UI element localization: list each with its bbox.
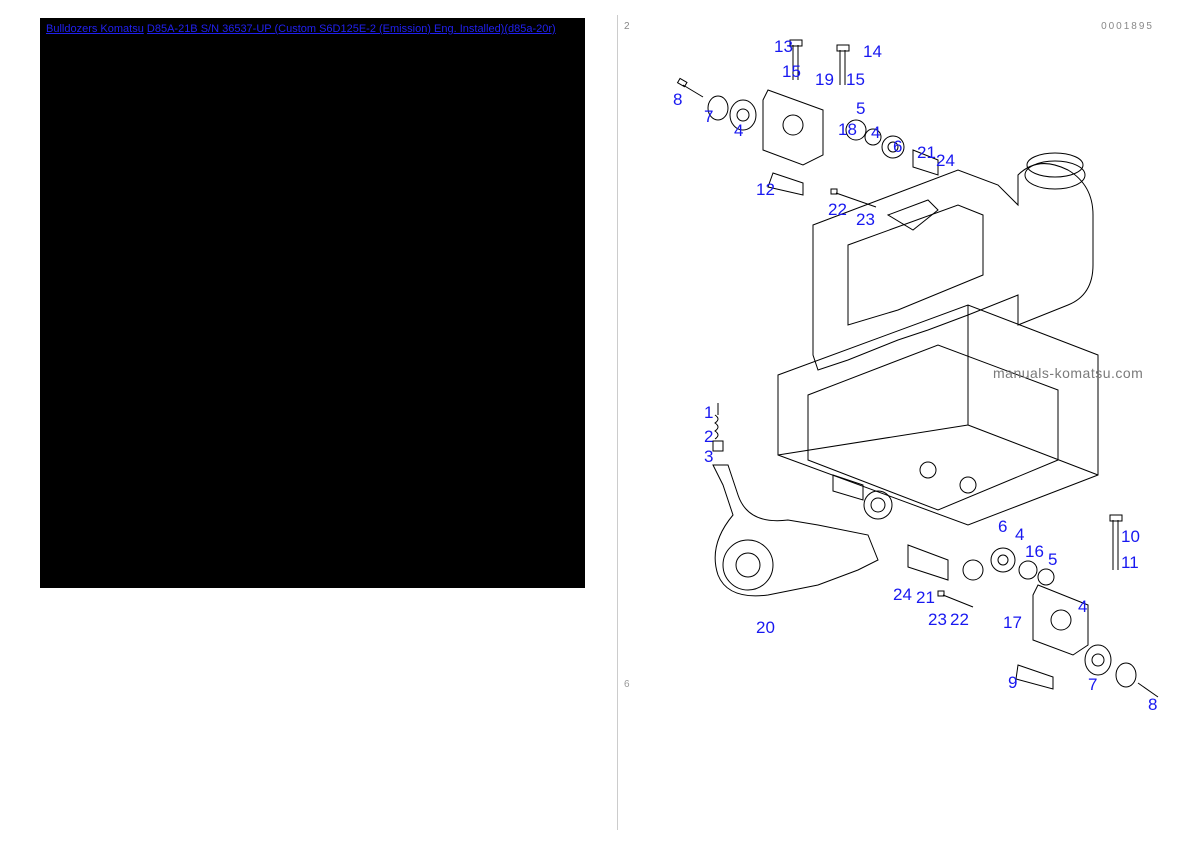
part-label-4: 4 [871,123,880,143]
part-label-23: 23 [856,210,875,230]
part-label-21: 21 [916,588,935,608]
part-label-9: 9 [1008,673,1017,693]
part-label-15: 15 [782,62,801,82]
part-label-13: 13 [774,37,793,57]
part-label-8: 8 [1148,695,1157,715]
part-label-4: 4 [1015,525,1024,545]
part-label-23: 23 [928,610,947,630]
diagram-panel: 2 0001895 6 [617,15,1172,830]
breadcrumb: Bulldozers Komatsu D85A-21B S/N 36537-UP… [46,22,556,37]
part-label-11: 11 [1121,553,1139,573]
breadcrumb-link-category[interactable]: Bulldozers Komatsu [46,23,144,35]
part-label-19: 19 [815,70,834,90]
part-label-24: 24 [893,585,912,605]
part-label-2: 2 [704,427,713,447]
part-label-16: 16 [1025,542,1044,562]
part-label-14: 14 [863,42,882,62]
watermark-text: manuals-komatsu.com [993,365,1143,381]
part-label-12: 12 [756,180,775,200]
part-label-18: 18 [838,120,857,140]
part-label-5: 5 [1048,550,1057,570]
part-label-4: 4 [734,121,743,141]
part-label-4: 4 [1078,597,1087,617]
part-label-21: 21 [917,143,936,163]
part-label-22: 22 [950,610,969,630]
part-label-1: 1 [704,403,713,423]
part-label-5: 5 [856,99,865,119]
part-label-17: 17 [1003,613,1022,633]
left-info-panel: Bulldozers Komatsu D85A-21B S/N 36537-UP… [40,18,585,588]
part-label-8: 8 [673,90,682,110]
part-label-24: 24 [936,151,955,171]
part-label-7: 7 [1088,675,1097,695]
part-label-6: 6 [998,517,1007,537]
part-label-10: 10 [1121,527,1140,547]
breadcrumb-link-model[interactable]: D85A-21B S/N 36537-UP (Custom S6D125E-2 … [147,23,556,35]
part-label-3: 3 [704,447,713,467]
part-label-7: 7 [704,107,713,127]
part-label-6: 6 [893,137,902,157]
part-label-22: 22 [828,200,847,220]
part-label-20: 20 [756,618,775,638]
part-label-15: 15 [846,70,865,90]
